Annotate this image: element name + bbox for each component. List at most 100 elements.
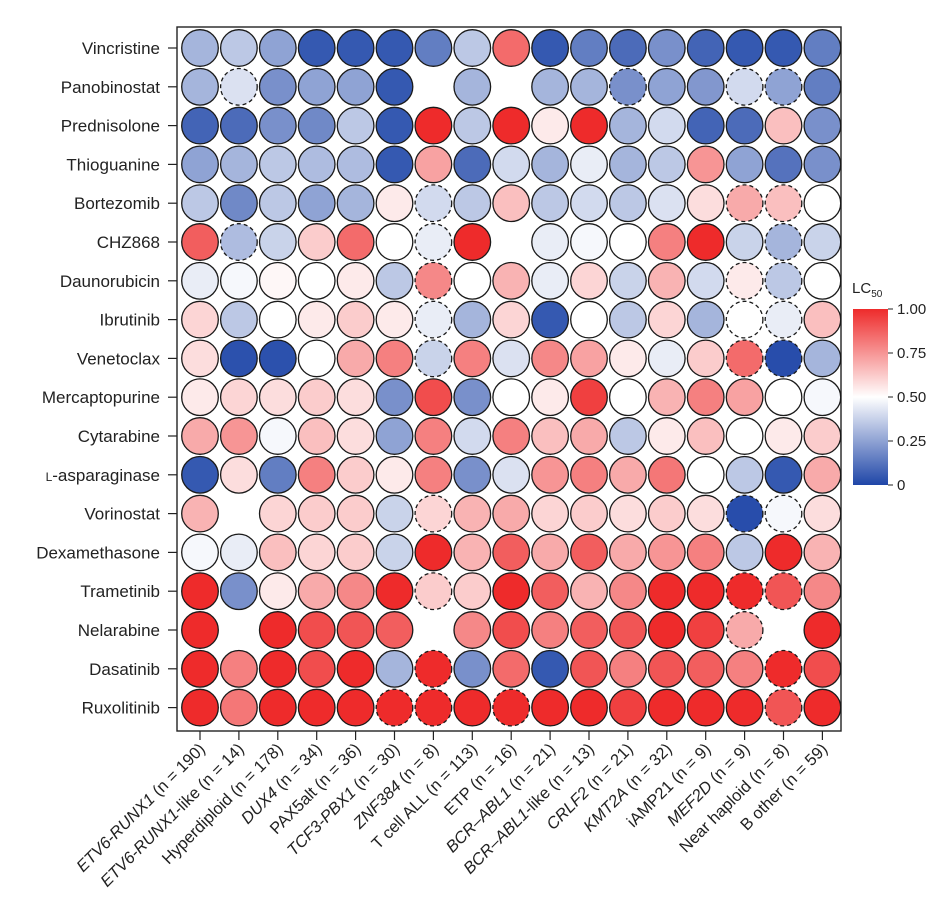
- lc50-dot: [219, 688, 258, 727]
- drug-label-name: Trametinib: [80, 582, 160, 601]
- lc50-dot: [647, 688, 686, 727]
- lc50-dot: [219, 300, 258, 339]
- lc50-dot: [414, 417, 453, 455]
- drug-label-name: Ruxolitinib: [82, 699, 160, 718]
- lc50-dot: [297, 494, 336, 533]
- lc50-dot: [647, 533, 686, 572]
- subtype-axis-labels: ETV6-RUNX1 (n = 190)ETV6-RUNX1-like (n =…: [73, 740, 831, 891]
- lc50-dot: [181, 455, 219, 494]
- lc50-dot: [219, 261, 258, 300]
- lc50-dot: [336, 688, 375, 727]
- lc50-dot: [647, 261, 686, 300]
- lc50-dot: [647, 29, 686, 67]
- lc50-dot: [647, 417, 686, 455]
- drug-label-name: Dexamethasone: [36, 543, 160, 562]
- lc50-dot: [803, 145, 842, 184]
- lc50-dot: [258, 106, 297, 145]
- lc50-dot: [725, 223, 764, 261]
- drug-label-name: Dasatinib: [89, 660, 160, 679]
- lc50-dot: [531, 339, 570, 378]
- lc50-dot: [531, 223, 570, 261]
- lc50-dot: [764, 145, 803, 184]
- lc50-dot: [297, 300, 336, 339]
- lc50-dot: [181, 184, 219, 223]
- lc50-dot: [764, 223, 803, 261]
- lc50-dot: [686, 378, 725, 417]
- lc50-dot: [297, 184, 336, 223]
- legend-tick-label: 0.25: [897, 433, 926, 450]
- lc50-dot: [764, 261, 803, 300]
- lc50-dot: [531, 378, 570, 417]
- lc50-dot: [570, 688, 608, 727]
- lc50-dot: [608, 67, 647, 106]
- lc50-dot: [686, 300, 725, 339]
- lc50-dot: [764, 455, 803, 494]
- lc50-dot: [608, 455, 647, 494]
- lc50-dot: [219, 223, 258, 261]
- lc50-dot: [803, 455, 842, 494]
- lc50-dot: [453, 300, 492, 339]
- lc50-dot: [375, 145, 414, 184]
- lc50-dot: [570, 572, 608, 611]
- lc50-dot: [686, 572, 725, 611]
- lc50-dot: [336, 145, 375, 184]
- lc50-dot: [297, 378, 336, 417]
- lc50-dot: [414, 533, 453, 572]
- drug-label: Cytarabine: [78, 427, 160, 446]
- drug-label-name: Vorinostat: [84, 505, 160, 524]
- lc50-dot: [297, 611, 336, 649]
- lc50-dot: [375, 533, 414, 572]
- lc50-dot: [531, 184, 570, 223]
- lc50-dot: [453, 533, 492, 572]
- drug-label-name: Daunorubicin: [60, 272, 160, 291]
- lc50-dot: [725, 572, 764, 611]
- lc50-dot: [570, 455, 608, 494]
- lc50-dot: [647, 339, 686, 378]
- lc50-dot: [764, 417, 803, 455]
- lc50-dot: [336, 29, 375, 67]
- lc50-dot: [647, 649, 686, 688]
- drug-label: Mercaptopurine: [42, 388, 160, 407]
- drug-label: CHZ868: [97, 233, 160, 252]
- lc50-dot: [647, 300, 686, 339]
- lc50-dot: [764, 378, 803, 417]
- lc50-dot: [803, 184, 842, 223]
- lc50-dot: [570, 106, 608, 145]
- lc50-dot: [181, 572, 219, 611]
- lc50-dot: [686, 339, 725, 378]
- lc50-dot: [531, 572, 570, 611]
- drug-label: Nelarabine: [78, 621, 160, 640]
- drug-label-name: Mercaptopurine: [42, 388, 160, 407]
- lc50-dot: [608, 533, 647, 572]
- lc50-dot: [375, 339, 414, 378]
- lc50-dot: [258, 184, 297, 223]
- lc50-dot: [608, 223, 647, 261]
- drug-label: Venetoclax: [77, 349, 161, 368]
- lc50-dot: [297, 261, 336, 300]
- lc50-dot: [803, 300, 842, 339]
- lc50-dot: [336, 67, 375, 106]
- lc50-dot: [764, 29, 803, 67]
- lc50-dot: [181, 339, 219, 378]
- lc50-dot: [414, 378, 453, 417]
- drug-label-name: Panobinostat: [61, 78, 161, 97]
- lc50-dot: [336, 223, 375, 261]
- lc50-dot: [608, 29, 647, 67]
- lc50-dot: [647, 494, 686, 533]
- lc50-dot: [219, 184, 258, 223]
- lc50-dot: [725, 106, 764, 145]
- lc50-dot: [258, 67, 297, 106]
- lc50-dot: [258, 611, 297, 649]
- lc50-dot: [803, 339, 842, 378]
- lc50-dot: [570, 378, 608, 417]
- lc50-dot: [492, 494, 531, 533]
- lc50-dot: [686, 261, 725, 300]
- lc50-dot: [725, 649, 764, 688]
- lc50-dot: [297, 417, 336, 455]
- lc50-dot: [258, 688, 297, 727]
- lc50-dot: [764, 300, 803, 339]
- lc50-dot: [258, 572, 297, 611]
- lc50-dot: [492, 29, 531, 67]
- lc50-dot: [336, 533, 375, 572]
- lc50-dot: [803, 572, 842, 611]
